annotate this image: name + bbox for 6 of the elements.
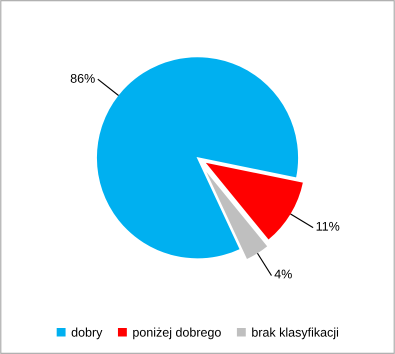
legend-label: dobry	[72, 328, 102, 340]
data-label: 11%	[316, 222, 340, 231]
legend-label: brak klasyfikacji	[252, 328, 338, 340]
legend-label: poniżej dobrego	[133, 328, 221, 340]
data-label: 4%	[274, 270, 292, 278]
data-label: 86%	[70, 74, 95, 83]
